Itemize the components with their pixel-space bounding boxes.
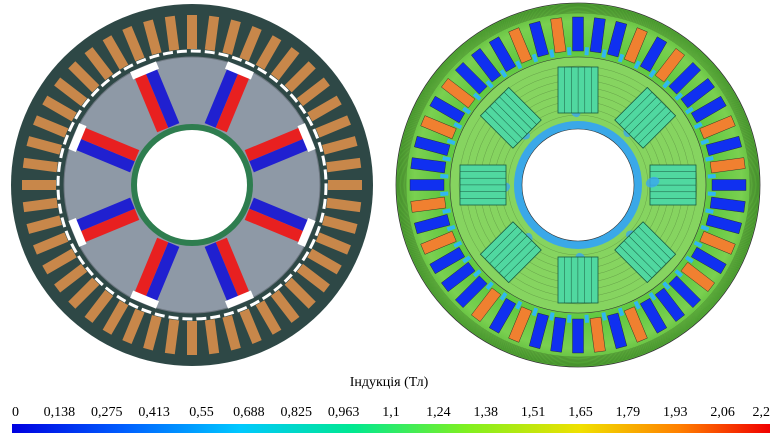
motor-geometry [11,4,373,366]
tooth-field [440,192,448,197]
colorbar-ticks: 0 0,138 0,275 0,413 0,55 0,688 0,825 0,963 1,1 1,… [12,405,770,420]
slot-winding [187,321,197,355]
colorbar-tick-label: 0,963 [328,405,360,420]
colorbar-tick-label: 1,93 [663,405,688,420]
colorbar-tick-label: 1,1 [382,405,400,420]
slot-field [410,180,444,191]
slot-field [712,180,746,191]
colorbar-tick-label: 0,55 [189,405,214,420]
tooth-field [708,174,716,179]
tooth-field [708,192,716,197]
figure: Індукція (Тл) 00,1380,2750,4130,550,6880… [0,0,778,435]
page: {"colorbar": {"title": "Індукція (Тл)", … [0,0,778,435]
colorbar-tick-label: 1,38 [474,405,499,420]
shaft-hole [137,130,247,240]
tooth-field [585,315,590,323]
colorbar-tick-label: 1,51 [521,405,546,420]
colorbar-tick-label: 0,825 [281,405,313,420]
colorbar-tick-label: 0 [12,405,19,420]
colorbar-tick-label: 0,275 [91,405,123,420]
colorbar-tick-label: 0,688 [233,405,265,420]
slot-field [573,17,584,51]
motor-field-plot [396,3,760,367]
tooth-field [585,47,590,55]
colorbar-tick-label: 0,413 [138,405,170,420]
tooth-field [567,47,572,55]
slot-winding [328,180,362,190]
colorbar-title: Індукція (Тл) [350,375,429,390]
colorbar-tick-label: 2,06 [710,405,735,420]
slot-winding [187,15,197,49]
slot-field [573,319,584,353]
colorbar-tick-label: 1,65 [568,405,593,420]
colorbar-tick-label: 0,138 [44,405,76,420]
colorbar-tick-label: 2,2 [753,405,771,420]
colorbar-tick-label: 1,24 [426,405,451,420]
tooth-field [440,174,448,179]
slot-winding [22,180,56,190]
colorbar-tick-label: 1,79 [616,405,641,420]
tooth-field [567,315,572,323]
shaft-hole [522,129,634,241]
colorbar [12,424,770,433]
